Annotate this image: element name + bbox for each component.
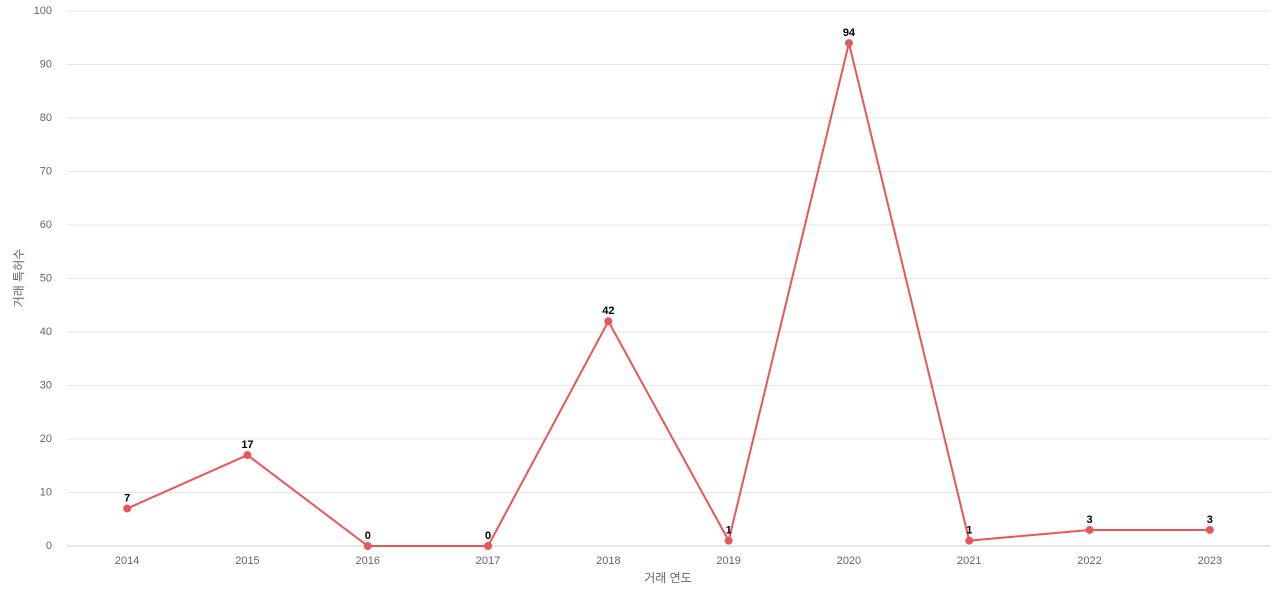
point	[484, 542, 493, 550]
value-label: 3	[1086, 514, 1092, 526]
point	[1085, 525, 1094, 534]
y-tick-label: 30	[40, 379, 52, 391]
x-tick-label: 2018	[596, 555, 620, 567]
x-tick-label: 2022	[1077, 555, 1101, 567]
point	[1205, 525, 1214, 534]
value-label: 0	[485, 530, 491, 542]
value-label: 0	[365, 530, 371, 542]
value-label: 3	[1207, 514, 1213, 526]
y-tick-label: 10	[40, 486, 52, 498]
y-tick-label: 80	[40, 112, 52, 124]
value-label: 17	[241, 439, 253, 451]
y-tick-label: 0	[46, 540, 52, 552]
x-tick-label: 2017	[476, 555, 500, 567]
y-tick-label: 90	[40, 58, 52, 70]
point	[243, 451, 252, 460]
line	[126, 42, 1210, 547]
y-tick-label: 70	[40, 165, 52, 177]
point	[965, 536, 974, 545]
point	[363, 542, 372, 550]
value-label: 7	[124, 492, 130, 504]
x-tick-label: 2016	[356, 555, 380, 567]
x-tick-label: 2015	[235, 555, 259, 567]
y-tick-label: 100	[34, 5, 52, 17]
value-label: 1	[726, 525, 732, 537]
x-tick-label: 2019	[716, 555, 740, 567]
x-tick-label: 2020	[837, 555, 861, 567]
x-axis-label: 거래 연도	[644, 571, 692, 585]
x-tick-label: 2021	[957, 555, 981, 567]
point	[123, 504, 132, 513]
y-tick-label: 40	[40, 326, 52, 338]
point	[724, 536, 733, 545]
y-tick-label: 60	[40, 219, 52, 231]
value-label: 94	[843, 27, 856, 39]
y-tick-label: 50	[40, 272, 52, 284]
y-tick-label: 20	[40, 433, 52, 445]
y-axis-label: 거래 특허수	[12, 249, 26, 308]
x-tick-label: 2023	[1198, 555, 1222, 567]
value-label: 42	[602, 305, 614, 317]
point	[844, 39, 853, 48]
point	[604, 317, 613, 326]
x-tick-label: 2014	[115, 555, 139, 567]
value-label: 1	[966, 525, 972, 537]
